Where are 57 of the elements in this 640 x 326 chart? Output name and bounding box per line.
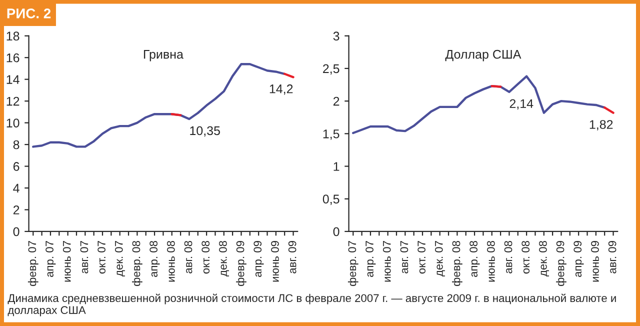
x-tick-label: февр. 08 (452, 240, 462, 286)
x-tick-label: февр. 09 (556, 241, 566, 286)
x-tick-label: июнь 09 (591, 241, 599, 282)
y-tick-label: 6 (13, 162, 20, 171)
text: Гривна (144, 50, 184, 62)
y-tick-label: 1 (334, 162, 340, 171)
y-tick-label: 18 (6, 32, 20, 41)
x-tick-label: апр. 09 (574, 241, 584, 277)
y-tick-label: 14 (6, 75, 20, 84)
x-tick-label: дек. 07 (114, 241, 125, 276)
x-tick-label: апр. 07 (46, 241, 56, 277)
y-tick-label: 2 (333, 96, 340, 106)
x-tick-label: авг. 07 (80, 241, 88, 274)
x-tick-label: февр. 07 (28, 241, 38, 286)
x-tick-label: февр. 09 (236, 241, 246, 286)
x-tick-label: авг. 09 (608, 241, 616, 274)
x-tick-label: дек. 07 (434, 241, 445, 276)
y-tick-label: 2 (13, 206, 20, 214)
x-tick-label: окт. 08 (202, 240, 210, 274)
x-tick-label: окт. 07 (418, 241, 426, 274)
x-tick-label: февр. 07 (348, 241, 358, 286)
x-tick-label: дек. 08 (219, 240, 229, 276)
y-tick-label: 1,5 (323, 130, 340, 140)
x-tick-label: апр. 08 (150, 240, 160, 277)
x-tick-label: авг. 08 (504, 240, 512, 274)
y-tick-label: 0 (333, 227, 340, 236)
y-tick-label: 8 (13, 140, 20, 150)
x-tick-label: авг. 08 (184, 240, 192, 274)
y-tick-label: 0 (13, 227, 20, 236)
x-tick-label: апр. 07 (366, 241, 376, 277)
y-tick-label: 0,5 (322, 194, 340, 205)
x-tick-label: июнь 07 (382, 241, 391, 282)
x-tick-label: июнь 08 (166, 240, 175, 282)
y-tick-label: 12 (6, 96, 20, 106)
x-tick-label: февр. 08 (132, 240, 142, 286)
x-tick-label: дек. 08 (539, 240, 549, 276)
x-tick-label: июнь 07 (62, 241, 71, 282)
y-tick-label: 10 (6, 118, 20, 128)
data-label: 2,14 (510, 99, 534, 110)
text: Доллар США (445, 50, 522, 62)
y-tick-label: 2,5 (323, 64, 340, 75)
y-tick-label: 16 (6, 53, 20, 62)
x-tick-label: июнь 08 (486, 240, 495, 282)
y-tick-label: 3 (333, 32, 340, 41)
data-label: 14,2 (270, 84, 293, 95)
chart-title: РИС. 2 (7, 8, 51, 18)
x-tick-label: июнь 09 (271, 241, 279, 282)
x-tick-label: окт. 08 (522, 240, 530, 274)
data-label: 10,35 (190, 126, 220, 137)
x-tick-label: авг. 09 (288, 241, 296, 274)
text: Динамика средневзвешенной розничной стоимости ЛС в феврале 2007 г. — августе 2009 г. в национальной валюте и долларах США (8, 294, 616, 316)
data-label: 1,82 (590, 120, 613, 130)
x-tick-label: апр. 08 (470, 240, 480, 277)
x-tick-label: апр. 09 (254, 241, 264, 277)
y-tick-label: 4 (13, 184, 20, 193)
x-tick-label: авг. 07 (400, 241, 408, 274)
x-tick-label: окт. 07 (98, 241, 106, 274)
